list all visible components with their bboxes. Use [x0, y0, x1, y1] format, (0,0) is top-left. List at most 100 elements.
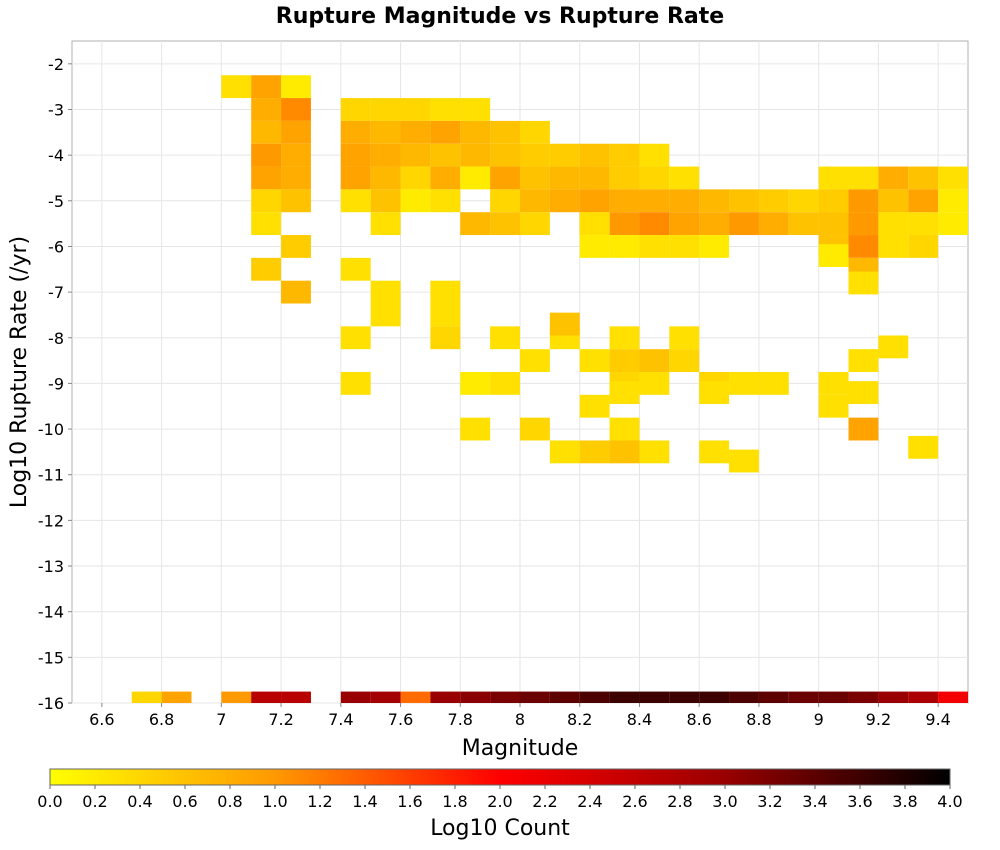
x-tick-label: 7.6 — [388, 710, 413, 729]
heatmap-cell — [579, 440, 610, 464]
heatmap-cell — [490, 212, 520, 236]
colorbar-tick-label: 2.2 — [532, 792, 557, 811]
heatmap-cell — [729, 372, 759, 395]
heatmap-cell — [758, 212, 789, 236]
heatmap-cell — [490, 691, 520, 703]
heatmap-cell — [430, 166, 461, 190]
heatmap-cell — [549, 691, 580, 703]
heatmap-cell — [251, 75, 282, 99]
heatmap-cell — [848, 349, 879, 372]
colorbar-tick-label: 1.0 — [262, 792, 287, 811]
colorbar-tick-label: 2.0 — [487, 792, 512, 811]
y-tick-label: -15 — [38, 648, 64, 667]
y-tick-label: -5 — [48, 192, 64, 211]
heatmap-cell — [370, 189, 401, 213]
heatmap-cell — [878, 691, 909, 703]
heatmap-cell — [699, 440, 730, 464]
heatmap-cell — [549, 189, 580, 213]
heatmap-cell — [400, 143, 431, 167]
heatmap-cell — [430, 280, 461, 304]
heatmap-cell — [340, 189, 371, 213]
x-tick-label: 9.4 — [925, 710, 950, 729]
y-tick-label: -6 — [48, 237, 64, 256]
heatmap-cell — [281, 98, 311, 121]
heatmap-cell — [848, 189, 879, 213]
heatmap-cell — [729, 449, 759, 473]
heatmap-cell — [908, 435, 939, 459]
heatmap-cell — [788, 691, 819, 703]
heatmap-cell — [579, 691, 610, 703]
colorbar-tick-label: 3.4 — [802, 792, 827, 811]
x-tick-label: 7.4 — [328, 710, 353, 729]
heatmap-cell — [340, 98, 371, 121]
heatmap-cell — [251, 691, 282, 703]
heatmap-cell — [848, 271, 879, 295]
x-tick-label: 7.8 — [448, 710, 473, 729]
y-tick-label: -7 — [48, 283, 64, 302]
heatmap-cell — [430, 143, 461, 167]
colorbar-tick-label: 3.8 — [892, 792, 917, 811]
y-tick-label: -3 — [48, 100, 64, 119]
heatmap-cell — [878, 235, 909, 258]
heatmap-cell — [400, 691, 431, 703]
heatmap-cell — [221, 75, 252, 99]
heatmap-cell — [281, 235, 311, 258]
y-axis-ticks: -2 -3 -4 -5 -6 -7 -8 -9 -10 -11 -12 -13 -14 -15 -16 — [38, 55, 72, 713]
heatmap-cell — [908, 212, 939, 236]
heatmap-cell — [251, 257, 282, 281]
heatmap-cell — [281, 143, 311, 167]
heatmap-cell — [520, 120, 550, 144]
heatmap-cell — [669, 235, 700, 258]
heatmap-cell — [460, 372, 491, 395]
colorbar-tick-label: 1.2 — [307, 792, 332, 811]
heatmap-cell — [908, 166, 939, 190]
heatmap-cell — [938, 189, 968, 213]
y-axis-label: Log10 Rupture Rate (/yr) — [7, 236, 32, 508]
heatmap-cell — [370, 691, 401, 703]
heatmap-cell — [251, 189, 282, 213]
heatmap-cell — [370, 280, 401, 304]
heatmap-cell — [281, 120, 311, 144]
heatmap-cell — [878, 335, 909, 359]
heatmap-cell — [609, 691, 640, 703]
heatmap-cell — [609, 326, 640, 350]
heatmap-cell — [490, 189, 520, 213]
heatmap-cell — [669, 212, 700, 236]
heatmap-cell — [848, 166, 879, 190]
heatmap-cell — [729, 691, 759, 703]
heatmap-cell — [490, 166, 520, 190]
x-tick-label: 8 — [515, 710, 525, 729]
heatmap-cell — [281, 166, 311, 190]
heatmap-cell — [908, 189, 939, 213]
y-tick-label: -9 — [48, 374, 64, 393]
heatmap-cell — [520, 349, 550, 372]
colorbar-tick-label: 3.6 — [847, 792, 872, 811]
heatmap-cell — [340, 120, 371, 144]
heatmap-cell — [878, 189, 909, 213]
colorbar-tick-label: 2.4 — [577, 792, 602, 811]
heatmap-cell — [400, 189, 431, 213]
heatmap-cell — [639, 235, 670, 258]
x-axis-label: Magnitude — [462, 736, 579, 761]
heatmap-cell — [549, 166, 580, 190]
heatmap-cell — [639, 691, 670, 703]
chart-title: Rupture Magnitude vs Rupture Rate — [276, 4, 724, 29]
heatmap-cell — [340, 691, 371, 703]
heatmap-cell — [430, 120, 461, 144]
heatmap-cell — [669, 349, 700, 372]
heatmap-cell — [340, 143, 371, 167]
heatmap-cell — [609, 349, 640, 372]
heatmap-cell — [639, 440, 670, 464]
y-tick-label: -8 — [48, 329, 64, 348]
heatmap-cell — [340, 257, 371, 281]
heatmap-cell — [938, 166, 968, 190]
heatmap-cell — [579, 212, 610, 236]
heatmap-cell — [281, 691, 311, 703]
heatmap-cell — [758, 691, 789, 703]
x-tick-label: 8.2 — [567, 710, 592, 729]
heatmap-cell — [639, 166, 670, 190]
heatmap-cell — [520, 417, 550, 441]
heatmap-cell — [340, 326, 371, 350]
heatmap-cell — [609, 166, 640, 190]
